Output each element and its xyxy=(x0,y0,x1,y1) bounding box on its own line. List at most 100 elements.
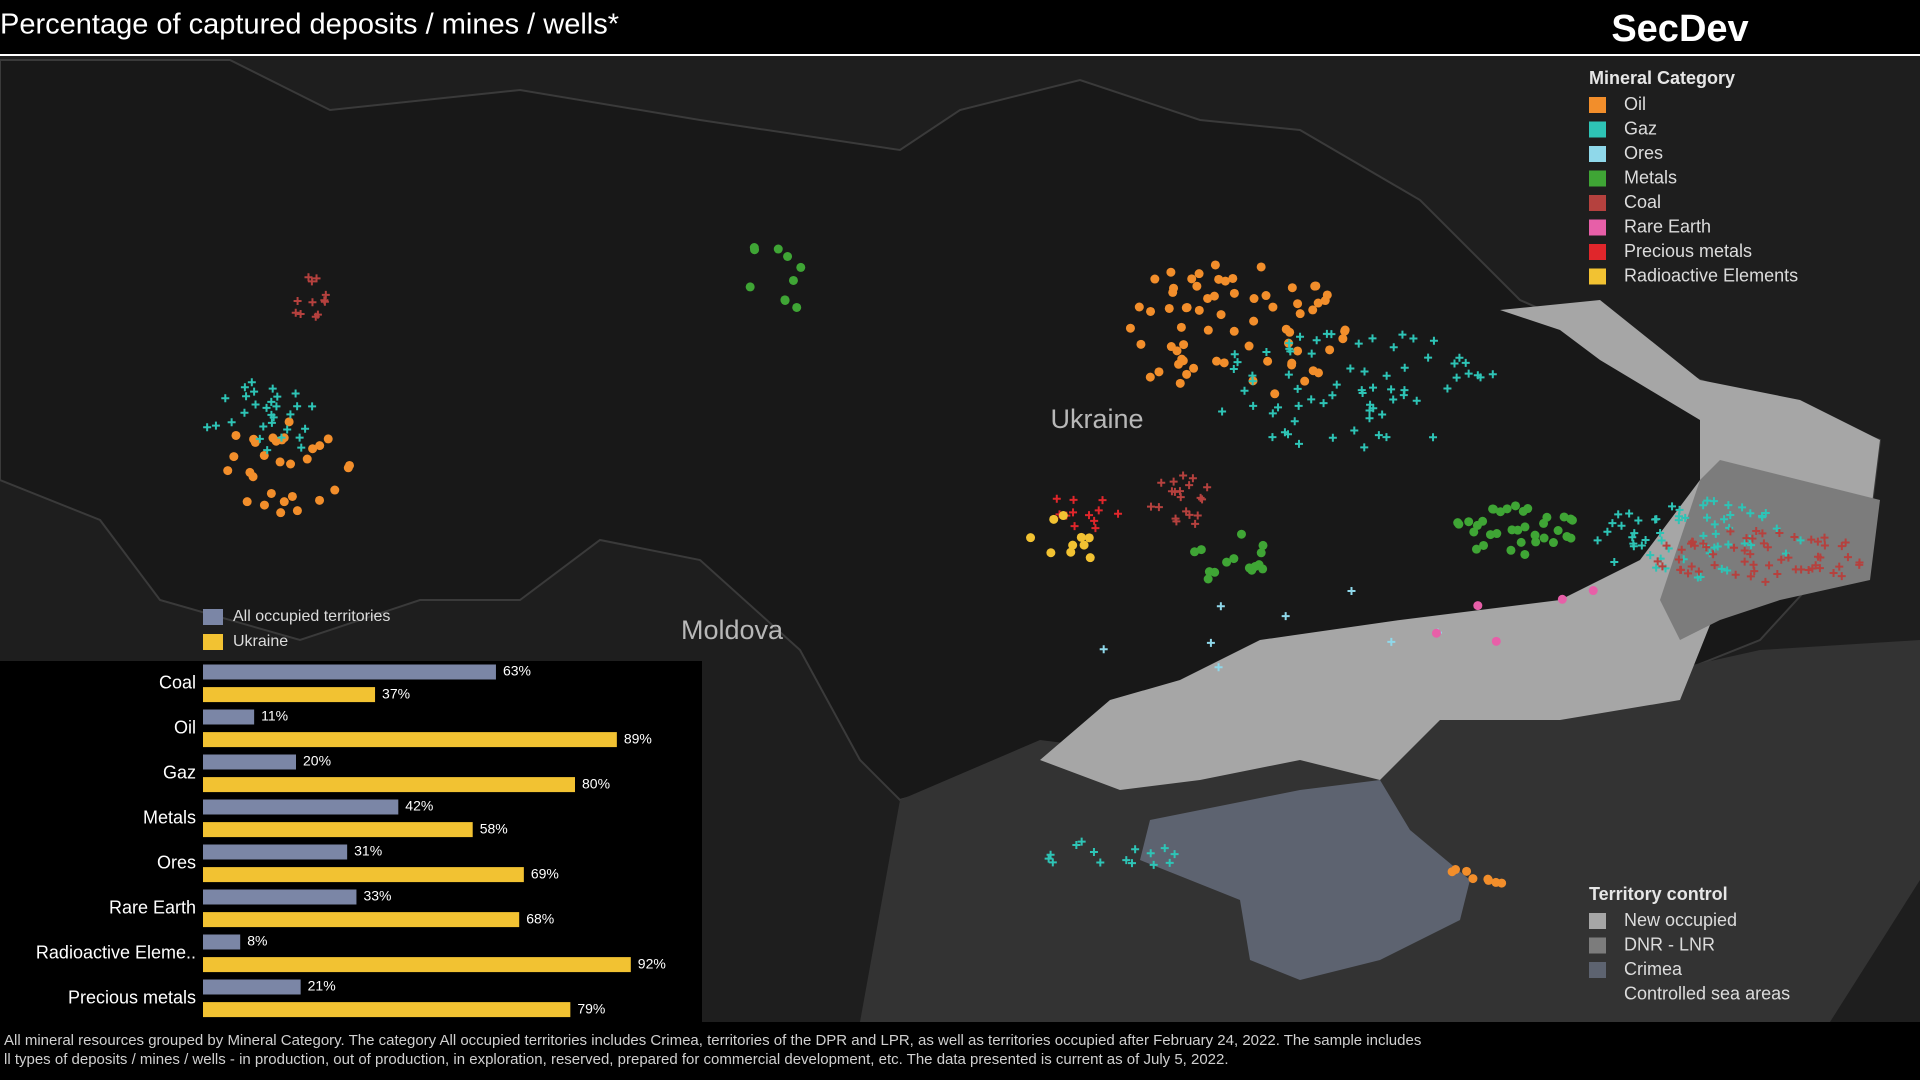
map-marker xyxy=(1630,529,1639,538)
map-marker xyxy=(1146,502,1155,511)
value-label: 42% xyxy=(405,798,433,814)
map-marker xyxy=(1746,572,1755,581)
legend-label: New occupied xyxy=(1624,910,1737,930)
map-marker xyxy=(1284,430,1293,439)
map-marker xyxy=(1747,541,1756,550)
bar xyxy=(203,687,376,703)
map-marker xyxy=(330,485,340,495)
map-marker xyxy=(1268,409,1277,418)
map-marker xyxy=(1710,561,1719,570)
bar xyxy=(203,754,296,770)
map-marker xyxy=(1855,558,1864,567)
map-marker xyxy=(1684,569,1693,578)
map-marker xyxy=(1804,566,1813,575)
map-marker xyxy=(1327,330,1336,339)
map-marker xyxy=(1820,533,1829,542)
map-marker xyxy=(1750,567,1759,576)
legend-title: Mineral Category xyxy=(1589,68,1735,88)
map-marker xyxy=(1189,363,1199,373)
map-marker xyxy=(1209,291,1219,301)
map-marker xyxy=(1228,273,1238,283)
map-marker xyxy=(1332,380,1341,389)
map-marker xyxy=(1185,481,1194,490)
map-marker xyxy=(1746,550,1755,559)
map-marker xyxy=(296,310,305,319)
map-marker xyxy=(1382,371,1391,380)
map-marker xyxy=(1455,353,1464,362)
map-marker xyxy=(1313,368,1323,378)
map-marker xyxy=(1218,407,1227,416)
map-marker xyxy=(1249,316,1259,326)
map-marker xyxy=(1724,540,1733,549)
map-marker xyxy=(1681,513,1690,522)
category-label: Radioactive Eleme.. xyxy=(36,942,196,962)
bar xyxy=(203,732,617,748)
map-marker xyxy=(1268,302,1278,312)
legend-swatch xyxy=(1589,244,1606,260)
map-marker xyxy=(1262,348,1271,357)
map-marker xyxy=(1052,494,1061,503)
map-marker xyxy=(1703,513,1712,522)
map-marker xyxy=(1773,569,1782,578)
map-marker xyxy=(1726,527,1735,536)
map-marker xyxy=(1820,541,1829,550)
map-marker xyxy=(1256,548,1266,558)
map-marker xyxy=(292,506,302,516)
map-marker xyxy=(345,460,355,470)
map-marker xyxy=(1196,493,1205,502)
map-marker xyxy=(273,392,282,401)
map-marker xyxy=(1815,564,1824,573)
legend-swatch xyxy=(203,634,223,650)
map-marker xyxy=(1797,565,1806,574)
value-label: 89% xyxy=(624,730,652,746)
map-marker xyxy=(240,408,249,417)
map-marker xyxy=(1491,636,1501,646)
map-marker xyxy=(1296,332,1305,341)
map-marker xyxy=(1248,377,1257,386)
map-marker xyxy=(1249,401,1258,410)
map-marker xyxy=(1085,511,1094,520)
map-marker xyxy=(221,394,230,403)
map-marker xyxy=(276,508,286,518)
map-marker xyxy=(308,402,317,411)
map-marker xyxy=(1603,527,1612,536)
bar xyxy=(203,709,255,725)
map-marker xyxy=(231,430,241,440)
map-marker xyxy=(1478,516,1488,526)
legend-label: Radioactive Elements xyxy=(1624,265,1798,285)
map-marker xyxy=(315,441,325,451)
category-label: Rare Earth xyxy=(109,897,196,917)
map-marker xyxy=(1219,358,1229,368)
legend-swatch xyxy=(1589,268,1606,285)
map-marker xyxy=(1374,431,1383,440)
map-marker xyxy=(1368,334,1377,343)
map-marker xyxy=(1400,386,1409,395)
map-marker xyxy=(1520,549,1530,559)
value-label: 8% xyxy=(247,933,267,949)
map-marker xyxy=(1164,303,1174,313)
bar xyxy=(203,934,241,950)
map-marker xyxy=(1179,471,1188,480)
bar-chart: All occupied territories Ukraine Coal 63% 37… xyxy=(36,608,666,1018)
map-marker xyxy=(1653,557,1662,566)
map-marker xyxy=(1781,549,1790,558)
map-marker xyxy=(1182,369,1192,379)
map-marker xyxy=(1450,359,1459,368)
map-marker xyxy=(1516,537,1526,547)
map-marker xyxy=(283,425,292,434)
map-marker xyxy=(1313,298,1323,308)
map-marker xyxy=(1293,346,1303,356)
map-marker xyxy=(1340,326,1350,336)
map-marker xyxy=(1473,601,1483,611)
bar xyxy=(203,844,348,860)
map-marker xyxy=(1752,526,1761,535)
map-marker xyxy=(1281,612,1290,621)
map-marker xyxy=(1274,403,1283,412)
map-marker xyxy=(1172,346,1182,356)
map-marker xyxy=(323,434,333,444)
map-marker xyxy=(1270,389,1280,399)
map-marker xyxy=(211,421,220,430)
map-marker xyxy=(1539,533,1549,543)
map-marker xyxy=(1295,309,1305,319)
map-marker xyxy=(1325,345,1335,355)
